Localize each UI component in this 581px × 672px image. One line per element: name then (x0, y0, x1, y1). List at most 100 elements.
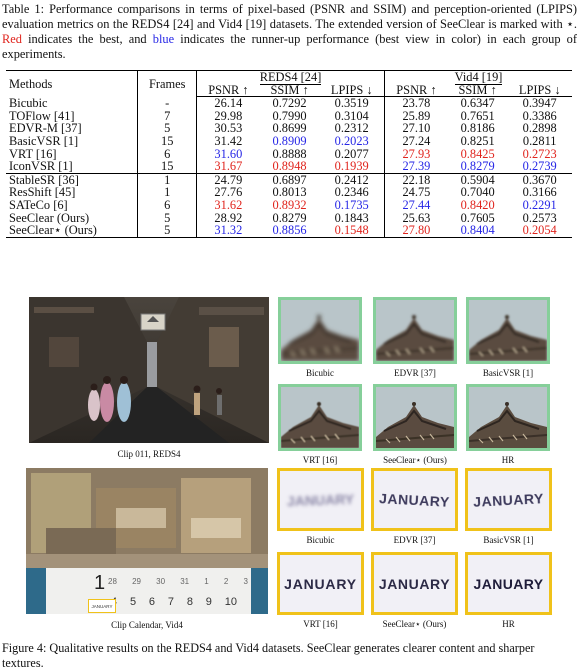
thumb-text: JANUARY (378, 575, 451, 592)
metric-cell: 24.75 (384, 186, 448, 199)
metric-cell: 22.18 (384, 172, 448, 187)
metric-cell: 0.1939 (334, 159, 369, 174)
metric-cell: 0.1843 (334, 210, 369, 225)
metric-cell: 27.44 (384, 199, 448, 212)
metric-cell: 0.3670 (507, 172, 572, 187)
metric-cell: 0.8932 (272, 197, 307, 212)
metric-cell: 31.42 (195, 135, 260, 148)
metric-cell: 0.3166 (522, 185, 557, 200)
dataset-vid4: Vid4 [19] (384, 69, 572, 85)
metric-cell: 0.2023 (334, 133, 369, 148)
metric-cell: 31.67 (195, 160, 260, 174)
thumb-label: SeeClear⋆ (Ours) (383, 455, 447, 465)
frames-cell: 6 (137, 147, 197, 161)
metric-cell: 29.98 (195, 110, 260, 123)
january-crop-thumb: JANUARY (465, 468, 552, 531)
metric-cell: 0.2811 (522, 133, 557, 148)
table-row: IconVSR [1] 15 31.67 0.8948 0.1939 27.39 0.827… (6, 159, 572, 174)
metric-cell: 27.76 (195, 186, 260, 199)
caption-text-2: indicates the best, and (28, 32, 147, 46)
thumb-text: JANUARY (472, 489, 545, 510)
table-row: EDVR-M [37] 5 30.53 0.8699 0.2312 27.10 0.8186… (6, 122, 572, 135)
metric-cell: 0.7292 (272, 96, 307, 111)
thumb-text: JANUARY (378, 489, 451, 510)
metric-cell: 0.2898 (522, 121, 557, 136)
january-crop-thumb: JANUARY (371, 468, 458, 531)
table-row: StableSR [36] 1 24.79 0.6897 0.2412 22.18 0.59… (6, 172, 572, 187)
frames-cell: 15 (137, 135, 197, 148)
calendar-day: 28 (108, 577, 117, 586)
method-cell: SATeCo [6] (9, 197, 68, 212)
metric-header: PSNR ↑ (195, 83, 260, 98)
caption-red-word: Red (2, 32, 22, 46)
calendar-row-1: 28 29 30 31 1 2 3 (108, 577, 248, 586)
metric-cell: 0.2573 (522, 210, 557, 225)
metric-cell: 25.63 (384, 211, 448, 225)
metric-header: PSNR ↑ (384, 83, 448, 98)
metric-cell: 0.1735 (334, 197, 369, 212)
table-row: VRT [16] 6 31.60 0.8888 0.2077 27.93 0.8425 0.2… (6, 146, 572, 161)
metric-cell: 0.8888 (272, 146, 307, 161)
metric-cell: 31.62 (195, 199, 260, 212)
calendar-day: 10 (224, 596, 237, 608)
metric-cell: 0.8404 (447, 224, 508, 238)
january-crop-thumb: JANUARY (277, 552, 364, 615)
frames-cell: 1 (137, 172, 197, 187)
metric-cell: 27.10 (384, 122, 448, 135)
metric-cell: 0.3519 (334, 96, 369, 111)
method-cell: EDVR-M [37] (9, 121, 82, 136)
thumb-label: VRT [16] (302, 455, 338, 465)
dataset-reds4: REDS4 [24] (195, 69, 385, 85)
calendar-day: 9 (205, 596, 212, 608)
table-row: Bicubic -26.14 0.7292 0.3519 23.78 0.6347 0.39… (6, 97, 572, 110)
metric-cell: 0.2723 (522, 146, 557, 161)
thumb-label: HR (502, 619, 515, 629)
metric-cell: 0.5904 (447, 172, 508, 187)
alley-scene (29, 297, 269, 443)
metric-cell: 0.2077 (334, 146, 369, 161)
calendar-day: 6 (148, 596, 156, 608)
calendar-day: 30 (156, 577, 166, 586)
calendar-clip-label: Clip Calendar, Vid4 (111, 620, 183, 630)
figure-caption: Figure 4: Qualitative results on the RED… (2, 641, 535, 670)
caption-text-3: indicates the runner-up performance (bes… (2, 32, 577, 61)
january-crop-thumb: JANUARY (371, 552, 458, 615)
metric-cell: 28.92 (195, 211, 260, 225)
calendar-day: 8 (186, 596, 193, 608)
frames-cell: 5 (137, 224, 197, 238)
metric-cell: 0.3104 (334, 108, 369, 123)
metric-cell: 0.8699 (272, 121, 307, 136)
frames-cell: 1 (137, 186, 197, 199)
thumb-text: JANUARY (286, 490, 355, 509)
table-row: SATeCo [6] 6 31.62 0.8932 0.1735 27.44 0.8420 0… (6, 199, 572, 212)
metric-cell: 0.8186 (460, 121, 495, 136)
metric-cell: 0.3386 (522, 108, 557, 123)
method-cell: BasicVSR [1] (9, 133, 79, 148)
metric-cell: 0.7605 (460, 210, 495, 225)
method-cell: StableSR [36] (6, 172, 138, 187)
metric-cell: 27.80 (384, 224, 448, 238)
thumb-label: BasicVSR [1] (482, 368, 534, 378)
method-cell: VRT [16] (9, 146, 57, 161)
calendar-day: 31 (180, 577, 190, 586)
metric-cell: 0.8279 (460, 159, 495, 174)
metric-cell: 0.8856 (259, 224, 320, 238)
metric-cell: 0.7651 (460, 108, 495, 123)
metric-cell: 27.24 (384, 135, 448, 148)
january-crop-thumb: JANUARY (465, 552, 552, 615)
col-frames: Frames (137, 69, 197, 97)
metric-cell: 0.6897 (259, 172, 320, 187)
calendar-row-2: 45678910 (111, 596, 237, 608)
metric-cell: 0.2739 (522, 159, 557, 174)
thumb-label: BasicVSR [1] (483, 535, 534, 545)
table-row: BasicVSR [1] 15 31.42 0.8909 0.2023 27.24 0.82… (6, 135, 572, 148)
metric-cell: 31.32 (195, 224, 260, 238)
table-row: SeeClear (Ours) 5 28.92 0.8279 0.1843 25.63 0.… (6, 210, 572, 225)
metric-cell: 26.14 (195, 96, 260, 110)
method-cell: IconVSR [1] (9, 159, 73, 174)
thumb-label: EDVR [37] (394, 368, 436, 378)
metric-cell: 0.6347 (460, 96, 495, 111)
metric-cell: 25.89 (384, 110, 448, 123)
method-cell: SeeClear⋆ (Ours) (6, 224, 138, 238)
